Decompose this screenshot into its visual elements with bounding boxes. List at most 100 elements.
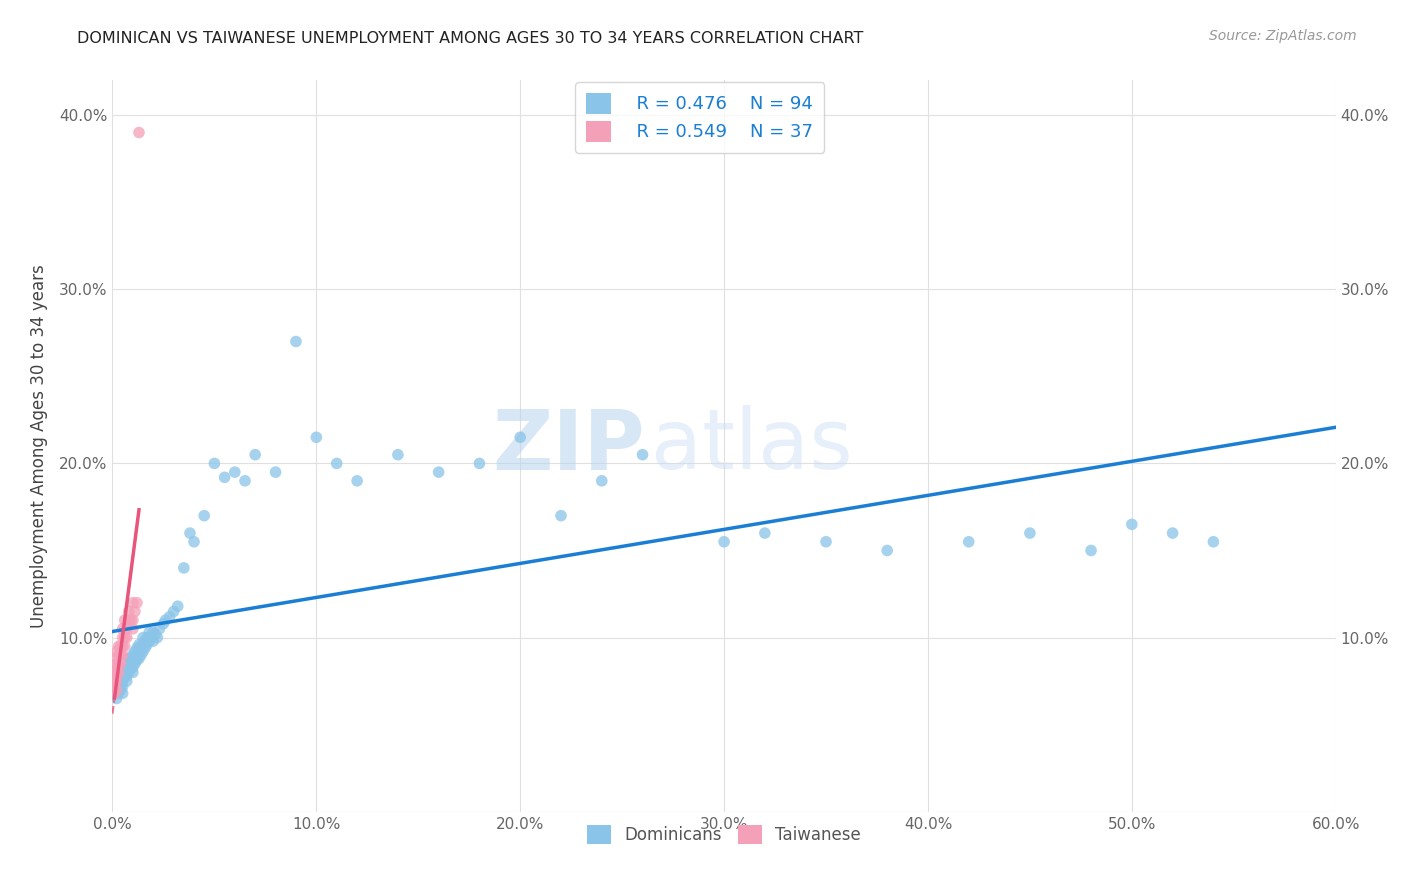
Point [105,682,128,697]
Point [128,651,150,665]
Point [114,640,136,654]
Point [122,613,145,627]
Point [111,674,134,689]
Point [114,669,136,683]
Point [122,665,145,680]
Point [326,457,349,471]
Point [114,613,136,627]
Point [125,653,148,667]
Point [134,640,156,655]
Point [143,627,166,641]
Point [876,543,898,558]
Point [111,679,134,693]
Point [103,686,125,700]
Point [111,640,134,654]
Point [132,644,155,658]
Point [111,648,134,662]
Point [120,613,142,627]
Point [163,604,186,618]
Point [591,474,613,488]
Point [136,631,159,645]
Point [105,682,128,697]
Point [754,526,776,541]
Point [173,561,195,575]
Point [105,662,128,676]
Point [142,634,165,648]
Point [118,604,141,618]
Point [114,631,136,645]
Point [152,616,174,631]
Point [115,674,138,689]
Point [129,640,152,654]
Point [141,631,163,645]
Point [110,679,132,693]
Point [115,669,138,683]
Point [138,625,160,640]
Point [111,622,134,636]
Point [111,665,134,680]
Point [110,669,132,683]
Point [815,534,838,549]
Point [214,470,236,484]
Point [142,625,165,640]
Point [110,682,132,697]
Point [1202,534,1225,549]
Point [305,430,328,444]
Point [128,644,150,658]
Point [284,334,308,349]
Point [111,669,134,683]
Point [387,448,409,462]
Point [1161,526,1184,541]
Point [118,651,141,665]
Point [105,651,128,665]
Point [128,638,150,652]
Point [103,679,125,693]
Text: atlas: atlas [651,406,852,486]
Point [346,474,368,488]
Point [103,669,125,683]
Point [124,644,146,658]
Point [111,686,134,700]
Point [155,613,177,627]
Point [183,534,205,549]
Point [124,604,146,618]
Legend: Dominicans, Taiwanese: Dominicans, Taiwanese [581,818,868,851]
Point [107,648,129,662]
Point [118,613,141,627]
Point [233,474,256,488]
Point [1121,517,1143,532]
Point [103,665,125,680]
Point [193,508,215,523]
Point [105,674,128,689]
Point [125,640,148,655]
Point [224,465,246,479]
Point [103,674,125,689]
Point [245,448,267,462]
Point [124,651,146,665]
Point [468,457,491,471]
Point [118,665,141,680]
Point [118,657,141,671]
Point [114,662,136,676]
Point [107,665,129,680]
Point [204,457,226,471]
Point [107,640,129,654]
Point [110,640,132,654]
Point [111,631,134,645]
Point [550,508,572,523]
Point [115,631,138,645]
Point [115,622,138,636]
Point [509,430,531,444]
Point [118,662,141,676]
Text: DOMINICAN VS TAIWANESE UNEMPLOYMENT AMONG AGES 30 TO 34 YEARS CORRELATION CHART: DOMINICAN VS TAIWANESE UNEMPLOYMENT AMON… [77,31,863,46]
Point [1018,526,1040,541]
Point [120,657,142,671]
Point [107,657,129,671]
Point [166,599,188,614]
Point [105,669,128,683]
Point [125,648,148,662]
Point [120,662,142,676]
Point [120,651,142,665]
Text: Source: ZipAtlas.com: Source: ZipAtlas.com [1209,29,1357,43]
Point [132,631,155,645]
